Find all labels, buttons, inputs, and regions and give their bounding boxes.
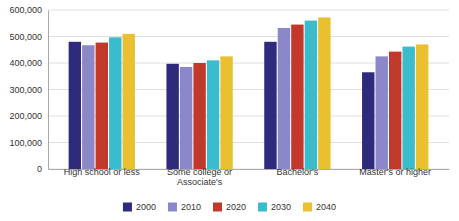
bar (109, 37, 121, 169)
bar (305, 21, 317, 169)
y-axis-line (48, 11, 49, 170)
legend-swatch (258, 203, 267, 212)
bar (193, 63, 205, 169)
x-tick-label-line: Some college or (167, 167, 232, 177)
bar (389, 52, 401, 169)
bar (166, 64, 178, 169)
y-tick: 600,000 (9, 5, 48, 15)
x-tick: Some college orAssociate's (167, 167, 232, 187)
legend-label: 2020 (226, 202, 246, 212)
bar (278, 28, 290, 169)
y-tick-label: 600,000 (9, 5, 42, 15)
x-tick: Bachelor's (277, 167, 319, 177)
legend-label: 2030 (271, 202, 291, 212)
legend-swatch (303, 203, 312, 212)
grid (48, 10, 449, 169)
bar (180, 67, 192, 169)
y-tick-label: 300,000 (9, 85, 42, 95)
plot: 0 100,000 200,000 300,000 400,000 500,000 600,… (9, 5, 449, 187)
grid-line (48, 142, 449, 143)
y-tick: 400,000 (9, 58, 48, 68)
y-tick-label: 200,000 (9, 111, 42, 121)
grid-line (48, 89, 449, 90)
grid-line (48, 10, 449, 11)
x-tick-label: Master's or higher (359, 167, 431, 177)
chart: 0 100,000 200,000 300,000 400,000 500,000 600,… (0, 0, 459, 221)
y-tick: 0 (37, 164, 48, 174)
bar (376, 56, 388, 169)
y-tick-label: 400,000 (9, 58, 42, 68)
x-tick-label-line: Bachelor's (277, 167, 319, 177)
grid-line (48, 36, 449, 37)
x-tick-label: Bachelor's (277, 167, 319, 177)
legend-swatch (213, 203, 222, 212)
bar-series (123, 17, 429, 169)
bars (69, 17, 429, 169)
bar (291, 25, 303, 169)
x-tick-label-line: Master's or higher (359, 167, 431, 177)
bar-series (96, 25, 402, 169)
legend-item: 2010 (168, 202, 201, 212)
x-tick-label-line: Associate's (177, 177, 223, 187)
legend: 2000 2010 2020 2030 2040 (123, 202, 336, 212)
legend-label: 2010 (181, 202, 201, 212)
y-tick: 300,000 (9, 85, 48, 95)
legend-item: 2030 (258, 202, 291, 212)
legend-label: 2040 (316, 202, 336, 212)
grid-line (48, 63, 449, 64)
legend-item: 2040 (303, 202, 336, 212)
grid-line (48, 116, 449, 117)
y-tick-label: 500,000 (9, 32, 42, 42)
bar-series (109, 21, 415, 169)
bar (318, 17, 330, 169)
bar (416, 44, 428, 169)
bar-series (82, 28, 388, 169)
x-tick-label: Some college orAssociate's (167, 167, 232, 187)
y-axis: 0 100,000 200,000 300,000 400,000 500,000 600,… (9, 5, 48, 174)
y-tick-label: 100,000 (9, 138, 42, 148)
legend-swatch (168, 203, 177, 212)
x-tick-label: High school or less (64, 167, 141, 177)
legend-item: 2000 (123, 202, 156, 212)
x-tick: Master's or higher (359, 167, 431, 177)
y-tick-label: 0 (37, 164, 42, 174)
y-tick: 200,000 (9, 111, 48, 121)
legend-label: 2000 (136, 202, 156, 212)
bar (82, 45, 94, 169)
y-tick: 100,000 (9, 138, 48, 148)
bar (220, 56, 232, 169)
y-tick: 500,000 (9, 32, 48, 42)
bar (402, 47, 414, 169)
bar (207, 60, 219, 169)
bar (362, 72, 374, 169)
bar (96, 43, 108, 169)
x-tick-label-line: High school or less (64, 167, 141, 177)
bar (69, 42, 81, 169)
bar (264, 42, 276, 169)
x-axis: High school or less Some college orAssoci… (49, 167, 450, 187)
x-tick: High school or less (64, 167, 141, 177)
legend-item: 2020 (213, 202, 246, 212)
legend-swatch (123, 203, 132, 212)
bar (123, 34, 135, 169)
